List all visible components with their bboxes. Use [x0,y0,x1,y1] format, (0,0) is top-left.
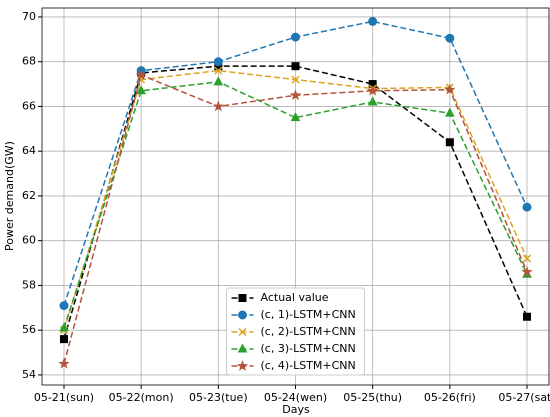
marker [58,357,70,369]
y-tick-label: 62 [22,189,36,202]
marker [213,76,224,86]
marker [59,301,69,311]
x-tick-label: 05-23(tue) [189,391,248,404]
y-tick-label: 60 [22,234,36,247]
legend-label: Actual value [261,291,329,304]
marker [368,16,378,26]
marker [212,100,225,112]
marker [445,33,455,43]
marker [445,107,455,117]
y-tick-label: 58 [22,278,36,291]
x-tick-label: 05-24(wen) [264,391,327,404]
marker [521,266,533,277]
marker [445,138,454,147]
x-tick-label: 05-27(sat) [498,391,550,404]
y-tick-label: 70 [22,10,36,23]
y-tick-label: 66 [22,99,36,112]
y-axis-label: Power demand(GW) [3,141,16,251]
marker [444,83,456,95]
marker [135,69,147,81]
legend-label: (c, 3)-LSTM+CNN [261,342,356,355]
marker [213,57,223,67]
marker [238,327,247,337]
y-tick-label: 64 [22,144,36,157]
marker [238,310,247,320]
legend-label: (c, 1)-LSTM+CNN [261,308,356,321]
marker [214,66,223,75]
x-tick-label: 05-25(thu) [343,391,402,404]
legend: Actual value (c, 1)-LSTM+CNN (c, 2)-LSTM+C… [226,287,365,376]
x-axis-label: Days [282,403,310,416]
marker [236,360,249,371]
marker [366,84,379,96]
x-tick-label: 05-26(fri) [424,391,476,404]
y-tick-label: 54 [22,368,36,381]
legend-box [226,287,365,376]
x-tick-label: 05-21(sun) [34,391,94,404]
marker [237,343,248,353]
y-tick-label: 56 [22,323,36,336]
legend-label: (c, 2)-LSTM+CNN [261,325,356,338]
marker [367,96,378,106]
marker [238,294,247,302]
marker [290,112,301,122]
plot-frame [41,7,550,386]
marker [289,89,302,101]
marker [522,254,532,263]
marker [291,62,300,71]
marker [522,202,532,212]
marker [60,335,68,344]
y-tick-label: 68 [22,55,36,68]
marker [136,85,147,95]
marker [59,322,69,332]
x-tick-label: 05-22(mon) [109,391,174,404]
marker [291,32,300,42]
legend-label: (c, 4)-LSTM+CNN [261,359,356,372]
marker [291,75,300,84]
marker [523,312,531,321]
